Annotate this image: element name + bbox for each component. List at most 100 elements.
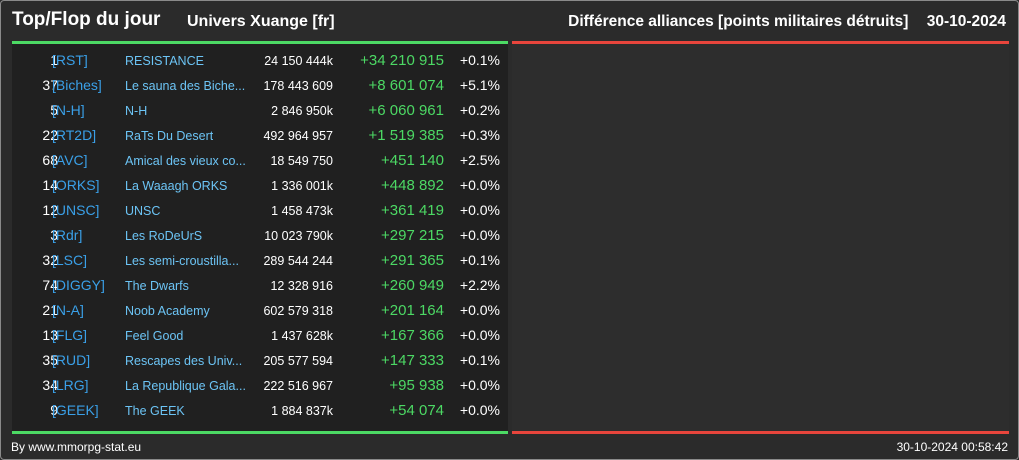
difference-cell: +448 892 — [381, 177, 444, 194]
table-row: 34 [LRG] La Republique Gala... 222 516 967 +… — [12, 373, 508, 398]
difference-cell: +451 140 — [381, 152, 444, 169]
percent-cell: +0.0% — [459, 402, 500, 418]
points-cell: 289 544 244 — [263, 254, 333, 268]
alliance-tag[interactable]: [RUD] — [52, 352, 91, 368]
table-row: 12 [UNSC] UNSC 1 458 473k +361 419 +0.0% — [12, 198, 508, 223]
points-cell: 24 150 444k — [264, 54, 333, 68]
rank-cell: 13 — [42, 327, 58, 343]
difference-cell: +167 366 — [381, 327, 444, 344]
table-row: 35 [RUD] Rescapes des Univ... 205 577 594 +1… — [12, 348, 508, 373]
percent-cell: +0.0% — [459, 377, 500, 393]
alliance-tag[interactable]: [RT2D] — [52, 127, 97, 143]
alliance-name[interactable]: Le sauna des Biche... — [125, 79, 246, 93]
rank-cell: 12 — [42, 202, 58, 218]
metric-header: Différence alliances [points militaires … — [568, 13, 1006, 31]
difference-cell: +291 365 — [381, 252, 444, 269]
alliance-tag[interactable]: [RST] — [52, 52, 88, 68]
difference-cell: +34 210 915 — [360, 52, 444, 69]
difference-cell: +8 601 074 — [368, 77, 445, 94]
percent-cell: +2.5% — [459, 152, 500, 168]
rank-cell: 35 — [42, 352, 58, 368]
alliance-name[interactable]: Rescapes des Univ... — [125, 354, 243, 368]
alliance-name[interactable]: UNSC — [125, 204, 161, 218]
difference-cell: +201 164 — [381, 302, 444, 319]
points-cell: 2 846 950k — [271, 104, 333, 118]
alliance-name[interactable]: The GEEK — [125, 404, 185, 418]
percent-cell: +0.0% — [459, 302, 500, 318]
table-row: 13 [FLG] Feel Good 1 437 628k +167 366 +0.0% — [12, 323, 508, 348]
credit-text: By www.mmorpg-stat.eu — [11, 440, 142, 454]
header: Top/Flop du jour Univers Xuange [fr] Dif… — [1, 1, 1018, 39]
alliance-tag[interactable]: [AVC] — [52, 152, 88, 168]
alliance-tag[interactable]: [DIGGY] — [52, 277, 105, 293]
alliance-name[interactable]: Noob Academy — [125, 304, 210, 318]
rank-cell: 37 — [42, 77, 58, 93]
rank-cell: 1 — [50, 52, 58, 68]
rank-cell: 22 — [42, 127, 58, 143]
percent-cell: +0.0% — [459, 177, 500, 193]
rank-cell: 74 — [42, 277, 58, 293]
table-row: 22 [RT2D] RaTs Du Desert 492 964 957 +1 519 … — [12, 123, 508, 148]
alliance-tag[interactable]: [FLG] — [52, 327, 88, 343]
alliance-tag[interactable]: [Biches] — [52, 77, 102, 93]
table-row: 1 [RST] RESISTANCE 24 150 444k +34 210 915 +0… — [12, 48, 508, 73]
difference-cell: +1 519 385 — [368, 127, 445, 144]
alliance-tag[interactable]: [UNSC] — [52, 202, 100, 218]
points-cell: 492 964 957 — [263, 129, 333, 143]
alliance-name[interactable]: Amical des vieux co... — [125, 154, 246, 168]
flop-panel — [512, 44, 1009, 431]
alliance-tag[interactable]: [N-A] — [52, 302, 84, 318]
percent-cell: +0.2% — [459, 102, 500, 118]
percent-cell: +0.3% — [459, 127, 500, 143]
alliance-name[interactable]: La Republique Gala... — [125, 379, 246, 393]
difference-cell: +297 215 — [381, 227, 444, 244]
timestamp-text: 30-10-2024 00:58:42 — [896, 440, 1008, 454]
rank-cell: 5 — [50, 102, 58, 118]
alliance-tag[interactable]: [N-H] — [52, 102, 85, 118]
difference-cell: +95 938 — [389, 377, 444, 394]
points-cell: 222 516 967 — [263, 379, 333, 393]
alliance-name[interactable]: La Waaagh ORKS — [125, 179, 228, 193]
rank-cell: 9 — [50, 402, 58, 418]
difference-cell: +361 419 — [381, 202, 444, 219]
alliance-tag[interactable]: [ORKS] — [52, 177, 100, 193]
percent-cell: +0.0% — [459, 202, 500, 218]
percent-cell: +0.1% — [459, 352, 500, 368]
alliance-tag[interactable]: [GEEK] — [52, 402, 99, 418]
percent-cell: +5.1% — [459, 77, 500, 93]
points-cell: 12 328 916 — [270, 279, 333, 293]
percent-cell: +2.2% — [459, 277, 500, 293]
percent-cell: +0.1% — [459, 252, 500, 268]
table-row: 9 [GEEK] The GEEK 1 884 837k +54 074 +0.0% — [12, 398, 508, 423]
table-row: 68 [AVC] Amical des vieux co... 18 549 750 +… — [12, 148, 508, 173]
alliance-name[interactable]: Feel Good — [125, 329, 184, 343]
percent-cell: +0.0% — [459, 227, 500, 243]
alliance-name[interactable]: Les RoDeUrS — [125, 229, 203, 243]
difference-cell: +260 949 — [381, 277, 444, 294]
alliance-name[interactable]: N-H — [125, 104, 148, 118]
points-cell: 1 458 473k — [271, 204, 333, 218]
alliance-name[interactable]: RaTs Du Desert — [125, 129, 214, 143]
points-cell: 602 579 318 — [263, 304, 333, 318]
rank-cell: 68 — [42, 152, 58, 168]
top-accent-line — [12, 41, 508, 44]
alliance-name[interactable]: Les semi-croustilla... — [125, 254, 239, 268]
universe-label: Univers Xuange [fr] — [187, 13, 335, 30]
points-cell: 1 437 628k — [271, 329, 333, 343]
table-row: 5 [N-H] N-H 2 846 950k +6 060 961 +0.2% — [12, 98, 508, 123]
top-accent-line-bottom — [12, 431, 508, 434]
percent-cell: +0.1% — [459, 52, 500, 68]
rank-cell: 3 — [50, 227, 58, 243]
difference-cell: +147 333 — [381, 352, 444, 369]
page-title: Top/Flop du jour — [12, 9, 161, 30]
alliance-tag[interactable]: [LSC] — [52, 252, 88, 268]
alliance-name[interactable]: The Dwarfs — [125, 279, 189, 293]
rank-cell: 14 — [42, 177, 58, 193]
rank-cell: 34 — [42, 377, 58, 393]
points-cell: 10 023 790k — [264, 229, 333, 243]
alliance-tag[interactable]: [LRG] — [52, 377, 89, 393]
percent-cell: +0.0% — [459, 327, 500, 343]
alliance-name[interactable]: RESISTANCE — [125, 54, 204, 68]
alliance-tag[interactable]: [Rdr] — [52, 227, 83, 243]
points-cell: 18 549 750 — [270, 154, 333, 168]
